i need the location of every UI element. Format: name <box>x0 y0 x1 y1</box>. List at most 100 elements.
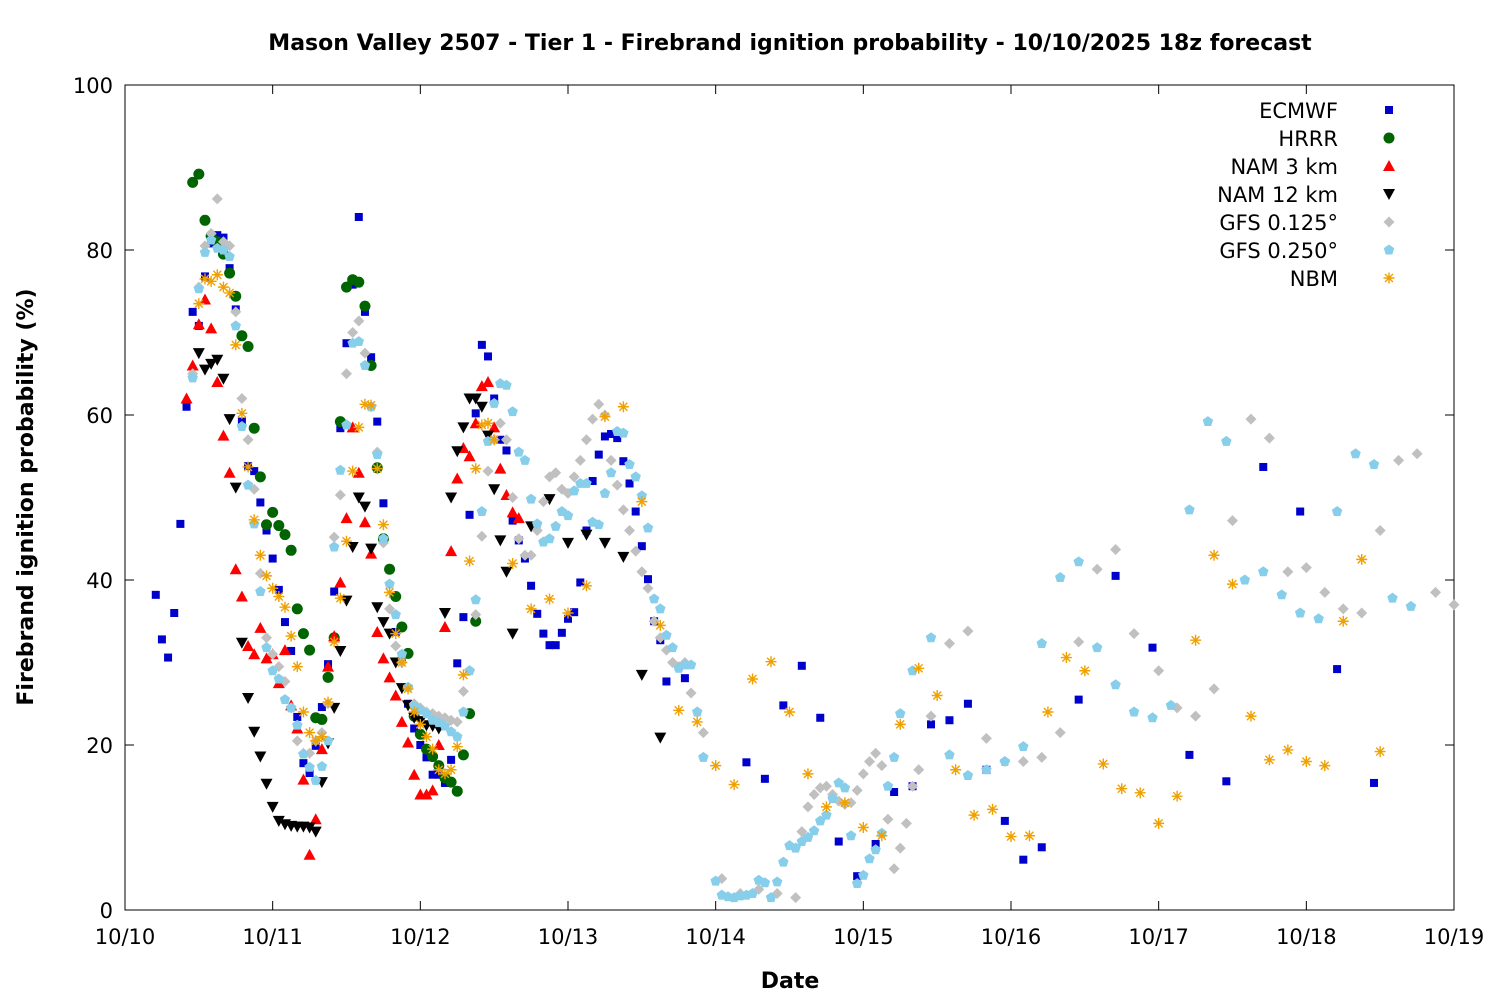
data-point <box>539 629 548 638</box>
data-point <box>839 797 851 809</box>
data-point <box>451 716 463 728</box>
data-point <box>299 759 308 768</box>
data-point <box>482 417 494 429</box>
data-point <box>445 545 458 557</box>
data-point <box>876 830 888 842</box>
data-point <box>476 506 488 516</box>
data-point <box>636 496 648 508</box>
data-point <box>359 300 371 312</box>
data-point <box>262 526 271 535</box>
data-point <box>820 780 832 792</box>
data-point <box>322 671 334 683</box>
data-point <box>484 352 493 361</box>
data-point <box>421 708 432 719</box>
data-point <box>568 471 580 483</box>
data-point <box>765 892 777 903</box>
data-point <box>358 516 371 528</box>
data-point <box>371 625 384 637</box>
data-point <box>304 761 315 772</box>
legend-label: HRRR <box>1278 127 1338 151</box>
data-point <box>310 735 322 747</box>
data-point <box>1319 586 1331 598</box>
data-point <box>390 591 402 602</box>
data-point <box>778 856 789 867</box>
data-point <box>373 417 382 426</box>
chart-title: Mason Valley 2507 - Tier 1 - Firebrand i… <box>268 31 1312 56</box>
x-tick-label: 10/13 <box>538 925 599 949</box>
data-point <box>662 677 671 686</box>
data-point <box>1036 638 1047 648</box>
data-point <box>1148 643 1157 652</box>
data-point <box>1074 695 1083 704</box>
data-point <box>304 727 316 739</box>
data-point <box>945 716 954 725</box>
data-point <box>544 593 556 605</box>
data-point <box>882 813 894 825</box>
data-point <box>1337 615 1349 627</box>
data-point <box>261 519 273 531</box>
data-point <box>223 414 236 426</box>
data-point <box>463 450 476 462</box>
data-point <box>710 875 721 886</box>
data-point <box>230 339 242 351</box>
data-point <box>261 570 273 582</box>
data-point <box>317 703 326 712</box>
x-tick-label: 10/11 <box>242 925 303 949</box>
data-point <box>250 467 259 476</box>
y-axis-label: Firebrand ignition probability (%) <box>14 288 39 705</box>
data-point <box>298 748 309 759</box>
data-point <box>420 788 433 800</box>
data-point <box>501 379 512 390</box>
data-point <box>242 341 254 353</box>
data-point <box>1296 507 1305 516</box>
data-point <box>367 353 376 362</box>
series-gfs-0-125- <box>187 193 1460 904</box>
data-point <box>598 537 611 549</box>
data-point <box>630 545 642 557</box>
data-point <box>470 615 482 627</box>
data-point <box>1374 525 1386 536</box>
data-point <box>224 267 236 279</box>
data-point <box>230 320 241 331</box>
data-point <box>428 770 437 779</box>
data-point <box>475 380 488 392</box>
data-point <box>229 482 242 494</box>
data-point <box>557 628 566 637</box>
data-point <box>1091 642 1103 653</box>
data-point <box>328 636 340 648</box>
data-point <box>341 368 352 380</box>
data-point <box>742 758 751 767</box>
data-point <box>242 434 254 446</box>
data-point <box>636 490 648 501</box>
data-point <box>211 193 223 205</box>
data-point <box>851 784 863 796</box>
data-point <box>576 578 585 587</box>
legend-label: NAM 3 km <box>1230 155 1338 179</box>
legend: ECMWF HRRR NAM 3 km NAM 12 km GFS 0.125° GFS … <box>1217 99 1395 291</box>
data-point <box>1060 652 1072 664</box>
data-point <box>230 306 242 318</box>
data-points <box>151 168 1460 904</box>
data-point <box>617 401 629 413</box>
data-point <box>507 492 519 503</box>
data-point <box>445 726 457 737</box>
data-point <box>451 472 464 484</box>
data-point <box>494 417 506 429</box>
data-point <box>223 466 236 478</box>
data-point <box>224 287 236 299</box>
data-point <box>309 813 322 825</box>
data-point <box>334 576 347 588</box>
data-point <box>870 844 881 855</box>
data-point <box>771 876 783 887</box>
data-point <box>1073 556 1084 567</box>
data-point <box>389 689 402 701</box>
data-point <box>322 696 334 708</box>
data-point <box>525 549 537 561</box>
data-point <box>1208 549 1220 561</box>
data-point <box>1110 543 1122 555</box>
x-tick-label: 10/10 <box>95 925 156 949</box>
data-point <box>211 376 224 387</box>
data-point <box>248 648 261 660</box>
data-point <box>255 586 266 596</box>
data-point <box>279 601 291 613</box>
